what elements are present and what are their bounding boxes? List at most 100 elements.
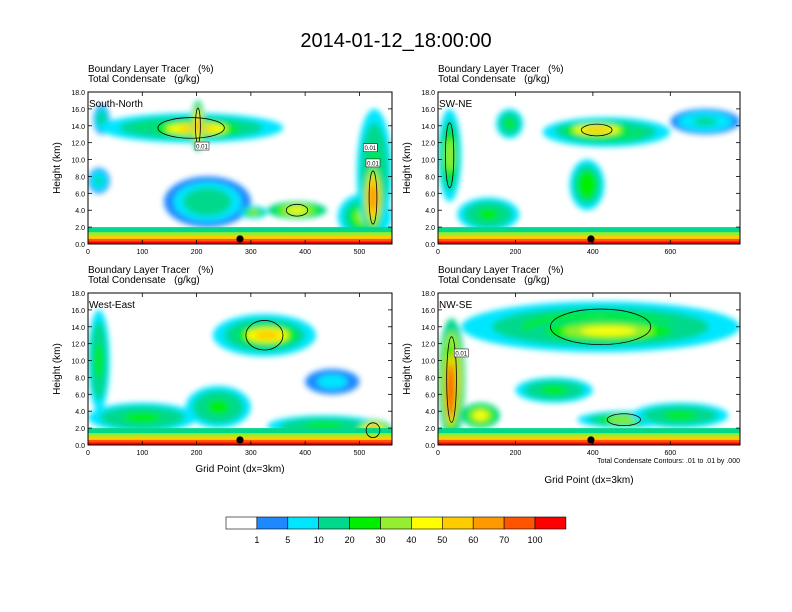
x-tick-label: 0 [86,450,90,457]
x-tick-label: 400 [587,249,599,256]
panel-label: West-East [89,300,135,311]
y-tick-label: 10.0 [421,158,435,165]
tracer-blob [582,127,612,133]
panel-title-line2: Total Condensate (g/kg) [88,74,200,85]
y-tick-label: 8.0 [425,174,435,181]
tracer-blob [254,330,281,340]
tracer-blob [474,411,488,420]
y-tick-label: 14.0 [421,124,435,131]
contour-label: 0.01 [194,141,210,151]
panel-label: South-North [89,99,143,110]
y-tick-label: 2.0 [425,426,435,433]
x-tick-label: 500 [354,249,366,256]
colorbar-box [503,516,536,530]
condensate-contour [446,336,457,423]
y-tick-label: 10.0 [71,359,85,366]
boundary-layer-band [88,241,392,244]
y-tick-label: 18.0 [421,291,435,298]
y-tick-label: 4.0 [75,208,85,215]
y-tick-label: 6.0 [425,191,435,198]
panel-title-line1: Boundary Layer Tracer (%) [438,265,564,276]
boundary-layer-band [438,442,740,445]
colorbar-label: 70 [499,535,509,545]
x-tick-label: 100 [136,450,148,457]
condensate-contour [606,413,641,426]
x-tick-label: 200 [191,249,203,256]
y-tick-label: 2.0 [75,225,85,232]
svg-text:0.01: 0.01 [196,145,208,151]
colorbar-box [441,516,474,530]
tracer-blob [693,117,718,126]
y-tick-label: 16.0 [421,107,435,114]
tracer-blob [580,326,637,336]
tracer-blob [207,399,230,415]
location-marker [587,436,595,444]
y-tick-label: 2.0 [425,225,435,232]
y-tick-label: 6.0 [75,392,85,399]
plot-frame [87,292,393,446]
panel-title-line1: Boundary Layer Tracer (%) [88,64,214,75]
tracer-field [88,309,392,445]
colorbar-box [411,516,443,530]
panel-title-line2: Total Condensate (g/kg) [438,74,550,85]
y-tick-label: 0.0 [425,443,435,450]
y-tick-label: 16.0 [421,308,435,315]
x-tick-label: 0 [436,249,440,256]
colorbar-box [256,516,289,530]
x-tick-label: 200 [191,450,203,457]
svg-text:0.01: 0.01 [455,351,467,357]
plot-frame [87,91,393,245]
tracer-blob [540,385,568,395]
tracer-blob [195,117,201,135]
boundary-layer-band [438,241,740,244]
y-tick-label: 6.0 [425,392,435,399]
tracer-blob [95,343,103,378]
colorbar-label: 20 [345,535,355,545]
y-tick-label: 18.0 [71,90,85,97]
y-axis-label: Height (km) [52,343,63,395]
y-tick-label: 12.0 [71,342,85,349]
y-tick-label: 16.0 [71,308,85,315]
svg-text:0.01: 0.01 [367,161,379,167]
x-tick-label: 300 [245,249,257,256]
colorbar-label: 30 [375,535,385,545]
y-axis-label: Height (km) [402,142,413,194]
tracer-blob [304,422,344,430]
y-tick-label: 14.0 [71,124,85,131]
y-tick-label: 0.0 [75,443,85,450]
tracer-blob [192,193,223,211]
y-tick-label: 14.0 [71,325,85,332]
condensate-contour [550,308,652,345]
condensate-contour [368,170,378,225]
colorbar-label: 10 [314,535,324,545]
tracer-blob [663,411,697,420]
chart-panel-sw-ne: SW-NE 0.0 2.0 4.0 6.0 8.0 10.0 12.0 14.0 16.0 18.0… [402,90,741,256]
y-tick-label: 4.0 [425,409,435,416]
x-tick-label: 0 [436,450,440,457]
location-marker [236,436,244,444]
x-axis-label: Grid Point (dx=3km) [195,464,284,475]
plot-frame [437,292,741,446]
condensate-contour [581,123,613,137]
panel-label: SW-NE [439,99,472,110]
contour-label: 0.01 [365,158,381,167]
tracer-blob [445,139,454,172]
colorbar-box [225,516,258,530]
colorbar-label: 1 [254,535,259,545]
colorbar-box [472,516,505,530]
colorbar-box [318,516,350,530]
tracer-blob [98,114,105,125]
tracer-blob [581,176,593,194]
y-tick-label: 12.0 [71,141,85,148]
x-tick-label: 300 [245,450,257,457]
y-tick-label: 16.0 [71,107,85,114]
contour-label: 0.01 [363,143,378,152]
x-tick-label: 400 [299,450,311,457]
condensate-contour [157,117,225,139]
tracer-blob [505,118,515,129]
x-tick-label: 100 [136,249,148,256]
condensate-contour [245,320,284,351]
panel-title-line1: Boundary Layer Tracer (%) [438,64,564,75]
x-axis-label: Grid Point (dx=3km) [544,475,633,486]
